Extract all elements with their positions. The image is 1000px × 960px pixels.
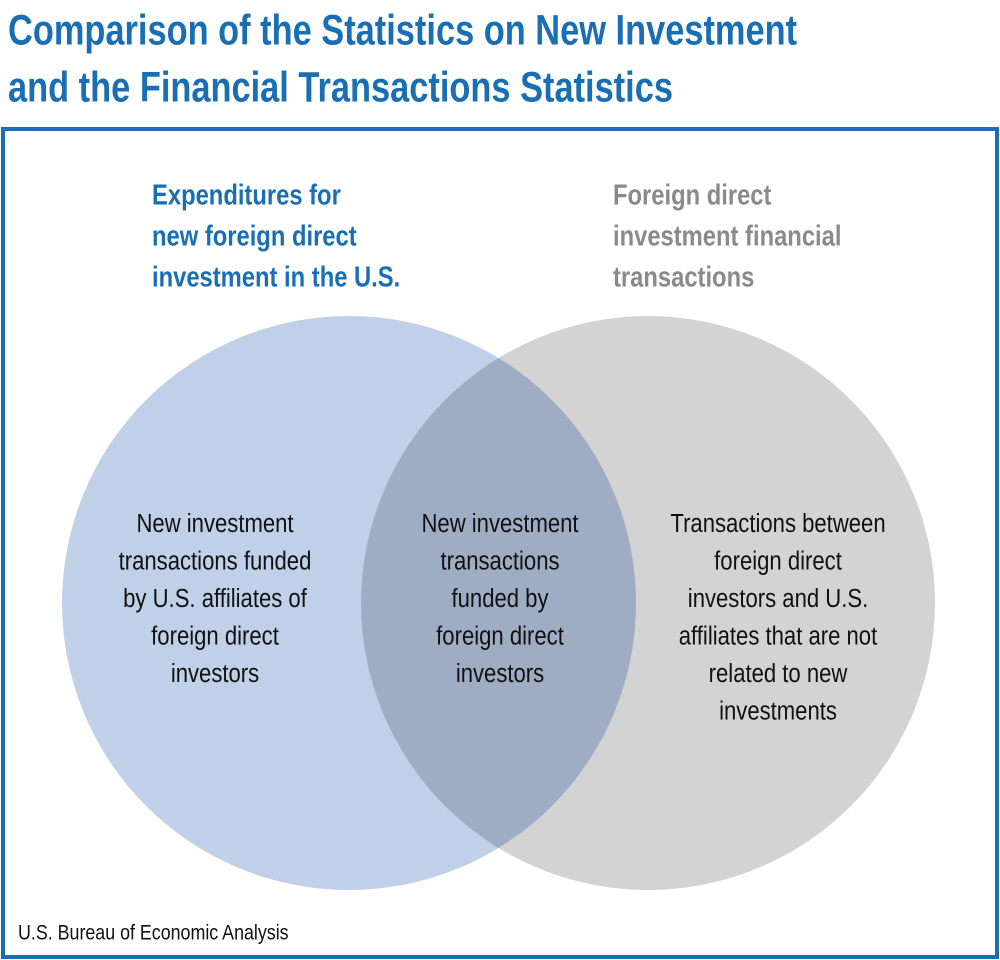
region-text-line: Transactions between bbox=[670, 509, 885, 538]
set-label-line: Foreign direct bbox=[613, 178, 772, 211]
overlap-text-line: transactions bbox=[440, 547, 559, 576]
set-label-line: investment financial bbox=[613, 219, 841, 252]
overlap-text-line: New investment bbox=[421, 509, 578, 538]
region-text-line: transactions funded bbox=[119, 547, 312, 576]
title-line: and the Financial Transactions Statistic… bbox=[8, 64, 673, 111]
region-text-line: investments bbox=[719, 697, 837, 726]
region-text-line: New investment bbox=[136, 509, 293, 538]
region-text-line: foreign direct bbox=[151, 622, 279, 651]
region-text-line: investors and U.S. bbox=[688, 584, 868, 613]
region-text-line: affiliates that are not bbox=[679, 622, 878, 651]
region-text-line: investors bbox=[171, 659, 259, 688]
overlap-text-line: funded by bbox=[451, 584, 548, 613]
set-label-line: Expenditures for bbox=[152, 178, 341, 211]
overlap-region bbox=[361, 316, 636, 890]
region-text-line: by U.S. affiliates of bbox=[123, 584, 307, 613]
frame bbox=[1, 127, 999, 959]
region-text-line: related to new bbox=[709, 659, 848, 688]
region-text-line: foreign direct bbox=[714, 547, 842, 576]
overlap-text-line: foreign direct bbox=[436, 622, 564, 651]
set-label-line: transactions bbox=[613, 260, 754, 293]
overlap-text-line: investors bbox=[456, 659, 544, 688]
source-note: U.S. Bureau of Economic Analysis bbox=[18, 921, 289, 945]
title-line: Comparison of the Statistics on New Inve… bbox=[8, 7, 797, 54]
set-label-line: investment in the U.S. bbox=[152, 260, 400, 293]
set-label-line: new foreign direct bbox=[152, 219, 357, 252]
